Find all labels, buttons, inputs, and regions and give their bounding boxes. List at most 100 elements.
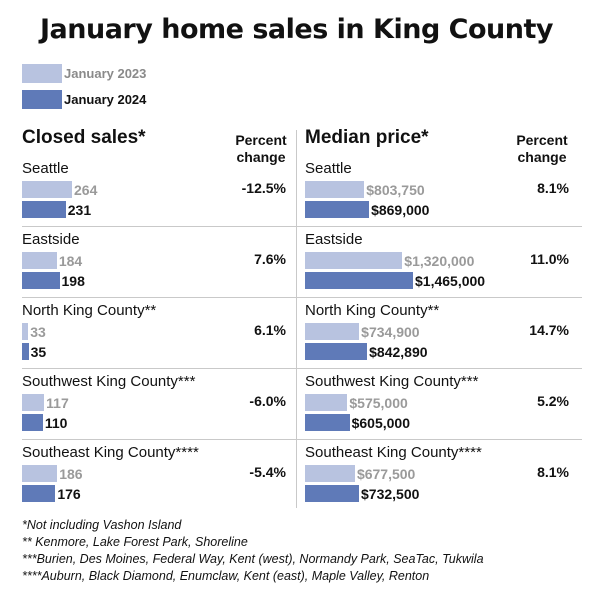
table-row: Seattle 264 231 -12.5% Seattle $803,750 $869,0… (22, 156, 582, 227)
price-2024-line: $869,000 (305, 201, 429, 218)
price-2024-line: $842,890 (305, 343, 428, 360)
region-label-price: North King County** (305, 302, 440, 319)
region-label-sales: Eastside (22, 231, 80, 248)
table-row: Southeast King County**** 186 176 -5.4% Sout… (22, 440, 582, 510)
legend-swatch-2023 (22, 63, 62, 83)
sales-2023-line: 264 (22, 181, 97, 198)
price-2023-bar (305, 181, 365, 198)
price-percent-change: 14.7% (529, 322, 569, 338)
sales-2023-line: 33 (22, 323, 46, 340)
region-label-price: Eastside (305, 231, 363, 248)
price-2024-bar (305, 485, 359, 502)
price-2023-line: $575,000 (305, 394, 408, 411)
sales-2023-value: 264 (74, 181, 98, 198)
sales-2024-line: 35 (22, 343, 46, 360)
price-2023-value: $803,750 (366, 181, 425, 198)
sales-2023-bar (22, 323, 29, 340)
sales-2024-value: 231 (67, 201, 92, 218)
legend-item-2024: January 2024 (22, 88, 146, 110)
sales-2024-bar (22, 414, 43, 431)
price-2023-bar (305, 465, 355, 482)
sales-2024-line: 176 (22, 485, 81, 502)
sales-2024-value: 35 (30, 343, 47, 360)
price-percent-change: 8.1% (537, 180, 569, 196)
price-2023-line: $677,500 (305, 465, 415, 482)
sales-2024-line: 110 (22, 414, 67, 431)
price-2024-value: $605,000 (351, 414, 410, 431)
price-2023-value: $734,900 (361, 323, 420, 340)
price-2024-value: $732,500 (361, 485, 420, 502)
price-2023-value: $677,500 (356, 465, 416, 482)
column-divider (296, 130, 297, 508)
price-2024-bar (305, 414, 350, 431)
price-2024-bar (305, 343, 368, 360)
sales-percent-change: 7.6% (254, 251, 286, 267)
price-2023-bar (305, 252, 403, 269)
sales-2023-bar (22, 465, 58, 482)
legend: January 2023 January 2024 (22, 62, 146, 114)
region-label-sales: Southeast King County**** (22, 444, 199, 461)
chart-title: January home sales in King County (39, 14, 554, 45)
price-2023-line: $1,320,000 (305, 252, 474, 269)
region-label-price: Seattle (305, 160, 352, 177)
median-price-pct-header: Percent change (516, 132, 568, 165)
price-2024-value: $869,000 (371, 201, 430, 218)
sales-2023-value: 184 (58, 252, 83, 269)
footnote-3: ***Burien, Des Moines, Federal Way, Kent… (22, 552, 484, 566)
sales-2023-value: 33 (30, 323, 46, 340)
sales-2023-line: 184 (22, 252, 82, 269)
sales-percent-change: -6.0% (249, 393, 286, 409)
sales-percent-change: -12.5% (241, 180, 286, 196)
sales-percent-change: 6.1% (254, 322, 286, 338)
region-label-price: Southwest King County*** (305, 373, 479, 390)
price-2023-line: $734,900 (305, 323, 420, 340)
region-label-sales: Southwest King County*** (22, 373, 196, 390)
sales-2024-line: 231 (22, 201, 91, 218)
price-percent-change: 5.2% (537, 393, 569, 409)
legend-item-2023: January 2023 (22, 62, 146, 84)
sales-2023-bar (22, 181, 72, 198)
sales-2024-value: 110 (44, 414, 68, 431)
sales-2023-line: 117 (22, 394, 69, 411)
region-label-price: Southeast King County**** (305, 444, 482, 461)
price-2024-line: $732,500 (305, 485, 419, 502)
sales-percent-change: -5.4% (249, 464, 286, 480)
closed-sales-title: Closed sales* (22, 127, 146, 148)
sales-2024-bar (22, 343, 29, 360)
price-2024-bar (305, 272, 413, 289)
legend-label-2023: January 2023 (64, 65, 147, 81)
price-2024-value: $842,890 (369, 343, 428, 360)
closed-sales-pct-header: Percent change (235, 132, 287, 165)
price-2023-bar (305, 394, 348, 411)
price-2024-value: $1,465,000 (415, 272, 486, 289)
price-2023-line: $803,750 (305, 181, 425, 198)
table-row: Eastside 184 198 7.6% Eastside $1,320,000 $1,4… (22, 227, 582, 298)
price-2024-line: $605,000 (305, 414, 410, 431)
sales-2024-line: 198 (22, 272, 85, 289)
price-2024-line: $1,465,000 (305, 272, 485, 289)
price-2023-value: $1,320,000 (404, 252, 475, 269)
sales-2023-value: 186 (59, 465, 83, 482)
footnote-2: ** Kenmore, Lake Forest Park, Shoreline (22, 535, 248, 549)
region-label-sales: Seattle (22, 160, 69, 177)
region-label-sales: North King County** (22, 302, 157, 319)
footnote-4: ****Auburn, Black Diamond, Enumclaw, Ken… (22, 569, 430, 583)
legend-label-2024: January 2024 (64, 91, 147, 107)
sales-2023-bar (22, 394, 45, 411)
footnotes: *Not including Vashon Island ** Kenmore,… (22, 517, 484, 585)
table-row: Southwest King County*** 117 110 -6.0% South… (22, 369, 582, 440)
sales-2024-bar (22, 485, 56, 502)
table-row: North King County** 33 35 6.1% North King Co… (22, 298, 582, 369)
sales-2024-bar (22, 201, 66, 218)
footnote-1: *Not including Vashon Island (22, 518, 182, 532)
sales-2023-line: 186 (22, 465, 83, 482)
price-percent-change: 8.1% (537, 464, 569, 480)
sales-2024-bar (22, 272, 60, 289)
legend-swatch-2024 (22, 89, 62, 109)
median-price-title: Median price* (305, 127, 429, 148)
price-2023-value: $575,000 (349, 394, 408, 411)
sales-2024-value: 176 (57, 485, 81, 502)
sales-2023-value: 117 (46, 394, 69, 411)
sales-2023-bar (22, 252, 57, 269)
sales-2024-value: 198 (61, 272, 85, 289)
